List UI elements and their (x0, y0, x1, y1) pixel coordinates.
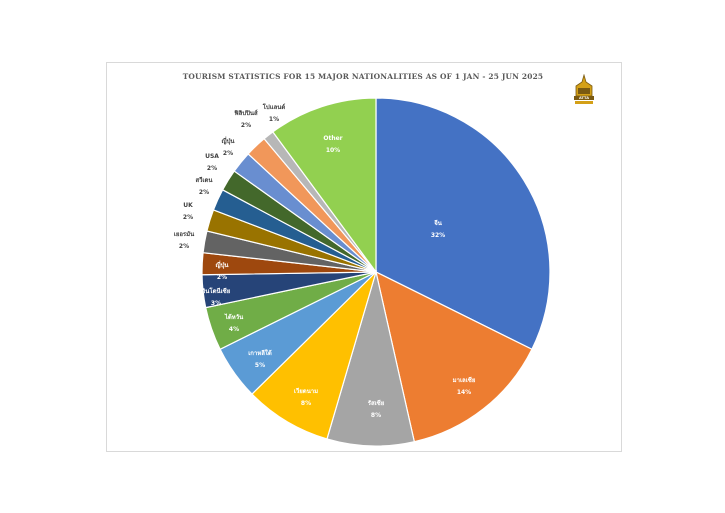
pie-slice (271, 97, 377, 274)
slice-percent: 2% (217, 274, 227, 281)
slice-percent: 32% (431, 232, 445, 239)
slice-percent: 4% (229, 326, 239, 333)
slice-label: โปแลนด์ (262, 103, 286, 111)
slice-percent: 2% (179, 243, 189, 250)
pie-slice (251, 269, 378, 440)
chart-title: TOURISM STATISTICS FOR 15 MAJOR NATIONAL… (182, 72, 544, 81)
slice-percent: 2% (223, 150, 233, 157)
pie-slice (375, 270, 533, 443)
slice-percent: 3% (211, 300, 221, 307)
slice-percent: 2% (207, 165, 217, 172)
slice-label: Other (323, 135, 342, 142)
slice-percent: 5% (255, 362, 265, 369)
slice-label: ญี่ปุ่น (221, 136, 235, 145)
slice-percent: 2% (199, 189, 209, 196)
slice-percent: 14% (457, 389, 471, 396)
slice-label: เยอรมัน (174, 230, 195, 238)
slice-label: UK (183, 202, 193, 209)
slice-label: อินโดนีเซีย (201, 287, 230, 295)
slice-label: ญี่ปุ่น (215, 260, 229, 269)
slice-label: สวีเดน (195, 176, 213, 184)
slice-label: ไต้หวัน (224, 313, 244, 321)
logo-text: ATTA (579, 96, 589, 100)
slice-label: เวียดนาม (294, 387, 318, 395)
slice-percent: 2% (183, 214, 193, 221)
pie-slice (326, 269, 416, 447)
slice-label: รัสเซีย (368, 399, 385, 407)
slice-label: ฟิลิปปินส์ (234, 109, 258, 117)
pie-slice (375, 97, 551, 351)
slice-percent: 8% (301, 400, 311, 407)
slice-percent: 2% (241, 122, 251, 129)
slice-label: มาเลเซีย (453, 376, 476, 384)
slice-percent: 10% (326, 147, 340, 154)
atta-logo: ATTA (574, 74, 594, 104)
slice-label: USA (205, 153, 219, 160)
slice-label: เกาหลีใต้ (248, 349, 272, 357)
slice-label: จีน (434, 219, 443, 227)
slice-percent: 8% (371, 412, 381, 419)
slice-percent: 1% (269, 116, 279, 123)
